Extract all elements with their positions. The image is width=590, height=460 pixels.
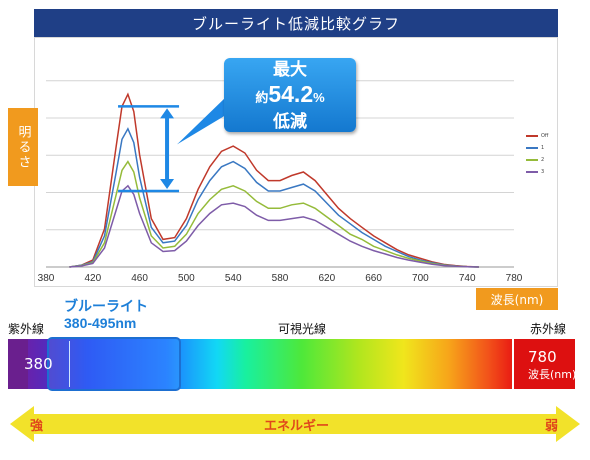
energy-arrow-shape bbox=[10, 406, 580, 442]
legend-swatch bbox=[526, 159, 538, 161]
legend-label: 3 bbox=[541, 169, 545, 175]
blue-light-divider bbox=[69, 341, 70, 387]
series-line-1 bbox=[69, 127, 479, 268]
x-tick-label: 500 bbox=[178, 273, 195, 284]
spectrum-end: 780 波長(nm) bbox=[528, 350, 576, 382]
x-tick-label: 780 bbox=[506, 273, 523, 284]
ir-label: 赤外線 bbox=[530, 322, 567, 336]
legend-item: 3 bbox=[526, 166, 548, 178]
energy-arrow bbox=[10, 406, 580, 442]
callout-value: 54.2 bbox=[268, 81, 314, 107]
legend-item: Off bbox=[526, 130, 548, 142]
spectrum-bar bbox=[8, 339, 573, 389]
series-line-3 bbox=[69, 184, 479, 268]
annotation-arrow-head-down bbox=[160, 179, 175, 189]
x-tick-label: 420 bbox=[84, 273, 101, 284]
uv-band bbox=[8, 339, 28, 389]
x-tick-label: 380 bbox=[38, 273, 55, 284]
x-tick-label: 540 bbox=[225, 273, 242, 284]
energy-weak-label: 弱 bbox=[545, 419, 559, 434]
callout-value-line: 約54.2% bbox=[224, 80, 356, 112]
blue-light-range: 380-495nm bbox=[64, 315, 137, 331]
callout-pointer bbox=[177, 97, 226, 145]
callout-line1: 最大 bbox=[273, 60, 307, 79]
x-tick-label: 660 bbox=[365, 273, 382, 284]
chart-title: ブルーライト低減比較グラフ bbox=[34, 9, 558, 37]
legend-swatch bbox=[526, 147, 538, 149]
legend-label: 2 bbox=[541, 157, 545, 163]
callout-unit: % bbox=[313, 90, 325, 105]
legend-item: 2 bbox=[526, 154, 548, 166]
x-tick-label: 620 bbox=[318, 273, 335, 284]
blue-light-title: ブルーライト bbox=[64, 298, 148, 314]
callout-prefix: 約 bbox=[255, 90, 269, 105]
annotation-arrow-head-up bbox=[160, 108, 175, 119]
legend-label: Off bbox=[541, 133, 549, 139]
visible-light-label: 可視光線 bbox=[278, 322, 327, 336]
x-tick-label: 460 bbox=[131, 273, 148, 284]
spectrum-end-value: 780 bbox=[528, 348, 557, 366]
series-line-2 bbox=[69, 160, 479, 268]
ir-band bbox=[512, 339, 575, 389]
x-axis-label: 波長(nm) bbox=[476, 288, 558, 310]
x-tick-label: 700 bbox=[412, 273, 429, 284]
x-tick-label: 740 bbox=[459, 273, 476, 284]
energy-strong-label: 強 bbox=[30, 419, 44, 434]
spectrum-start-value: 380 bbox=[24, 355, 53, 373]
reduction-callout: 最大 約54.2% 低減 bbox=[224, 58, 356, 132]
blue-light-highlight bbox=[47, 337, 181, 391]
line-chart: 380 420 460 500 540 580 620 660 700 740 780 bbox=[38, 80, 523, 284]
legend-swatch bbox=[526, 171, 538, 173]
x-tick-label: 580 bbox=[272, 273, 289, 284]
uv-label: 紫外線 bbox=[8, 322, 45, 336]
callout-line3: 低減 bbox=[273, 112, 307, 131]
spectrum-end-unit: 波長(nm) bbox=[528, 368, 577, 381]
legend-swatch bbox=[526, 135, 538, 137]
legend-label: 1 bbox=[541, 145, 545, 151]
series-line-Off bbox=[69, 92, 479, 268]
y-axis-label: 明るさ bbox=[8, 108, 38, 186]
blue-light-label: ブルーライト 380-495nm bbox=[64, 298, 148, 332]
energy-label: エネルギー bbox=[264, 419, 330, 434]
legend-item: 1 bbox=[526, 142, 548, 154]
legend: Off 1 2 3 bbox=[526, 130, 548, 178]
